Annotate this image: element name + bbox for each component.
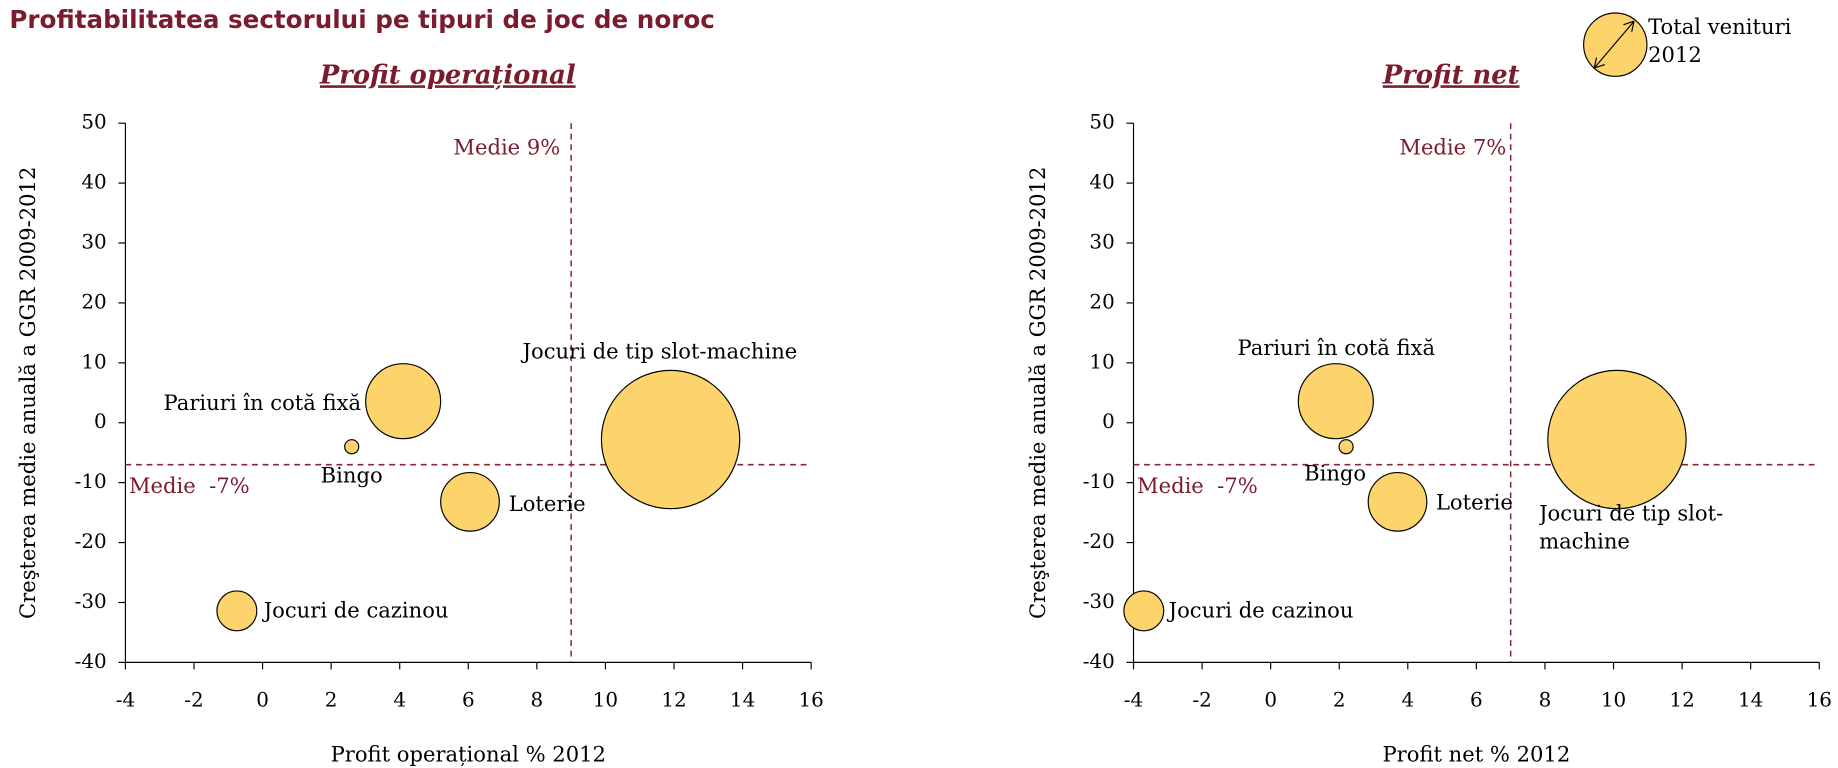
x-tick-label: 0 (256, 689, 269, 712)
bubble (344, 439, 360, 455)
bubble-label: Jocuri de cazinou (262, 597, 449, 622)
y-tick-label: -10 (75, 470, 107, 493)
x-tick-label: 10 (593, 689, 618, 712)
bubble-label: Pariuri în cotă fixă (164, 390, 361, 415)
x-tick-label: 16 (798, 689, 823, 712)
x-tick-label: 6 (1470, 689, 1483, 712)
median-x-label: Medie 7% (1399, 134, 1506, 159)
y-tick-label: 50 (81, 111, 106, 134)
y-axis-label: Creşterea medie anuală a GGR 2009-2012 (15, 167, 40, 619)
bubble (1338, 439, 1354, 455)
bubble (600, 369, 741, 510)
y-tick-label: 10 (81, 350, 106, 373)
bubble (440, 471, 500, 532)
legend: Total venituri 2012 (1583, 12, 1792, 77)
y-tick-label: 10 (1089, 350, 1114, 373)
legend-label-box: Total venituri 2012 (1648, 15, 1792, 69)
bubble-label-box: Jocuri de tip slot-machine (1539, 501, 1724, 555)
bubble-label: Loterie (1436, 490, 1513, 515)
bubble (216, 590, 258, 632)
bubble (1297, 363, 1374, 440)
bubble-label: Jocuri de tip slot-machine (521, 338, 798, 363)
x-tick-label: 16 (1807, 689, 1832, 712)
x-tick-label: -2 (1192, 689, 1211, 712)
y-tick-label: -40 (1083, 650, 1115, 673)
y-axis-label: Creşterea medie anuală a GGR 2009-2012 (1025, 167, 1050, 619)
x-tick-label: -4 (1124, 689, 1143, 712)
y-tick-label: -10 (1083, 470, 1115, 493)
x-tick-label: 12 (661, 689, 686, 712)
median-x-label: Medie 9% (453, 134, 560, 159)
x-tick-label: 6 (462, 689, 475, 712)
bubble-label: Jocuri de tip slot-machine (1539, 501, 1724, 555)
y-tick-label: -20 (75, 530, 107, 553)
chart-title: Profit operațional (319, 60, 576, 90)
chart-title: Profit net (1382, 60, 1520, 90)
y-tick-label: 0 (94, 410, 107, 433)
median-y-label: Medie -7% (129, 473, 250, 498)
y-tick-label: -20 (1083, 530, 1115, 553)
page-title: Profitabilitatea sectorului pe tipuri de… (9, 5, 714, 34)
x-tick-label: 10 (1601, 689, 1626, 712)
legend-icon (1583, 12, 1648, 77)
x-tick-label: -4 (116, 689, 135, 712)
y-tick-label: 30 (1089, 231, 1114, 254)
y-tick-label: -30 (75, 590, 107, 613)
bubble (1367, 471, 1428, 532)
median-y-label: Medie -7% (1137, 473, 1258, 498)
x-tick-label: 12 (1669, 689, 1694, 712)
legend-arrowheads (1593, 20, 1635, 69)
x-tick-label: 14 (730, 689, 755, 712)
x-tick-label: 0 (1264, 689, 1277, 712)
bubble-label: Pariuri în cotă fixă (1238, 335, 1435, 360)
legend-arrow (1593, 20, 1635, 69)
x-tick-label: 4 (1401, 689, 1414, 712)
x-tick-label: 14 (1738, 689, 1763, 712)
x-axis-label: Profit operațional % 2012 (331, 742, 606, 767)
x-tick-label: 8 (1539, 689, 1552, 712)
bubble-label: Loterie (509, 491, 586, 516)
bubble-label: Bingo (1304, 460, 1366, 485)
legend-label: Total venituri 2012 (1648, 15, 1792, 69)
y-tick-label: -40 (75, 650, 107, 673)
y-tick-label: 20 (81, 290, 106, 313)
y-tick-label: -30 (1083, 590, 1115, 613)
y-tick-label: 40 (81, 171, 106, 194)
x-tick-label: 2 (1333, 689, 1346, 712)
bubble (365, 363, 442, 440)
x-tick-label: 4 (393, 689, 406, 712)
bubble (1123, 590, 1165, 632)
bubble-label: Jocuri de cazinou (1167, 597, 1354, 622)
y-tick-label: 0 (1102, 410, 1115, 433)
y-tick-label: 50 (1089, 111, 1114, 134)
x-tick-label: -2 (184, 689, 203, 712)
y-tick-label: 30 (81, 231, 106, 254)
x-axis-label: Profit net % 2012 (1382, 742, 1570, 767)
x-tick-label: 2 (325, 689, 338, 712)
y-tick-label: 40 (1089, 171, 1114, 194)
bubble (1547, 369, 1687, 510)
bubble-label: Bingo (321, 463, 383, 488)
y-tick-label: 20 (1089, 290, 1114, 313)
x-tick-label: 8 (531, 689, 544, 712)
